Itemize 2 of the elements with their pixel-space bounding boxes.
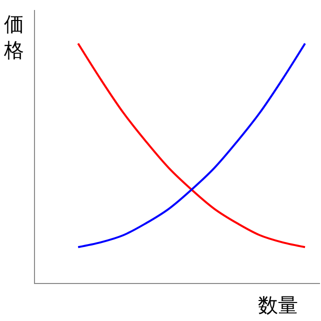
x-axis-title: 数量 [258, 293, 298, 317]
y-axis-title: 価格 [3, 12, 24, 62]
